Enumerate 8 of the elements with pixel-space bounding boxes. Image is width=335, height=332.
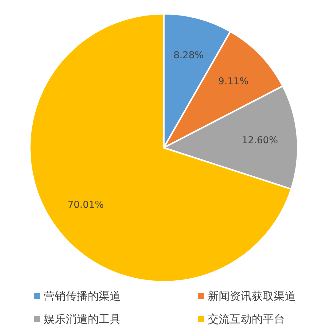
data-label: 9.11% [218, 76, 249, 88]
data-label: 8.28% [174, 50, 204, 62]
legend-label: 营销传播的渠道 [44, 290, 121, 303]
legend-label: 娱乐消遣的工具 [44, 313, 121, 326]
data-label: 70.01% [68, 200, 104, 212]
data-label: 12.60% [242, 136, 278, 147]
legend-label: 交流互动的平台 [208, 313, 285, 326]
legend-label: 新闻资讯获取渠道 [208, 290, 296, 303]
